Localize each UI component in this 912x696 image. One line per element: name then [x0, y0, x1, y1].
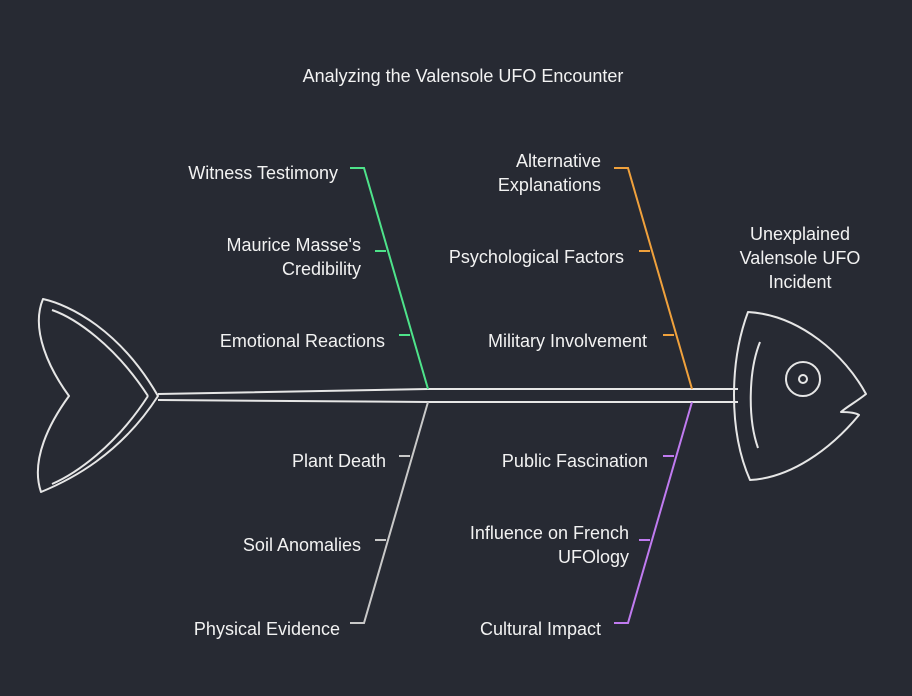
- cause-label-line: Maurice Masse's: [226, 235, 361, 255]
- cause-label: Cultural Impact: [480, 617, 601, 641]
- branch-gray: [350, 401, 429, 624]
- cause-label-line: Military Involvement: [487, 331, 647, 351]
- cause-label-line: Cultural Impact: [479, 619, 601, 639]
- cause-label: Military Involvement: [488, 329, 647, 353]
- cause-label: Public Fascination: [502, 449, 648, 473]
- cause-label-line: Explanations: [497, 175, 601, 195]
- cause-label: Alternative Explanations: [498, 149, 601, 197]
- cause-label-line: Physical Evidence: [193, 619, 340, 639]
- head-label-line: Incident: [768, 272, 832, 292]
- fish-head: [733, 311, 867, 481]
- cause-label: Psychological Factors: [449, 245, 624, 269]
- branch-purple: [614, 401, 693, 624]
- cause-label-line: UFOlogy: [557, 547, 629, 567]
- cause-label: Influence on French UFOlogy: [470, 521, 629, 569]
- fish-spine: [157, 388, 738, 403]
- cause-label: Soil Anomalies: [243, 533, 361, 557]
- head-label-line: Valensole UFO: [739, 248, 861, 268]
- cause-label-line: Emotional Reactions: [219, 331, 385, 351]
- head-label-line: Unexplained: [749, 224, 851, 244]
- cause-label-line: Psychological Factors: [448, 247, 624, 267]
- cause-label: Plant Death: [292, 449, 386, 473]
- cause-label: Emotional Reactions: [220, 329, 385, 353]
- cause-label-line: Plant Death: [291, 451, 386, 471]
- cause-label-line: Soil Anomalies: [242, 535, 361, 555]
- branch-orange: [614, 167, 693, 390]
- cause-label-line: Influence on French: [469, 523, 629, 543]
- cause-label: Physical Evidence: [194, 617, 340, 641]
- cause-label: Witness Testimony: [188, 161, 338, 185]
- cause-label-line: Public Fascination: [501, 451, 648, 471]
- branch-green: [350, 167, 429, 390]
- fish-tail: [36, 298, 159, 493]
- head-label: Unexplained Valensole UFO Incident: [722, 222, 878, 294]
- cause-label-line: Credibility: [281, 259, 361, 279]
- cause-label-line: Alternative: [515, 151, 601, 171]
- cause-label-line: Witness Testimony: [188, 163, 338, 183]
- cause-label: Maurice Masse's Credibility: [227, 233, 361, 281]
- diagram-title: Analyzing the Valensole UFO Encounter: [302, 66, 624, 86]
